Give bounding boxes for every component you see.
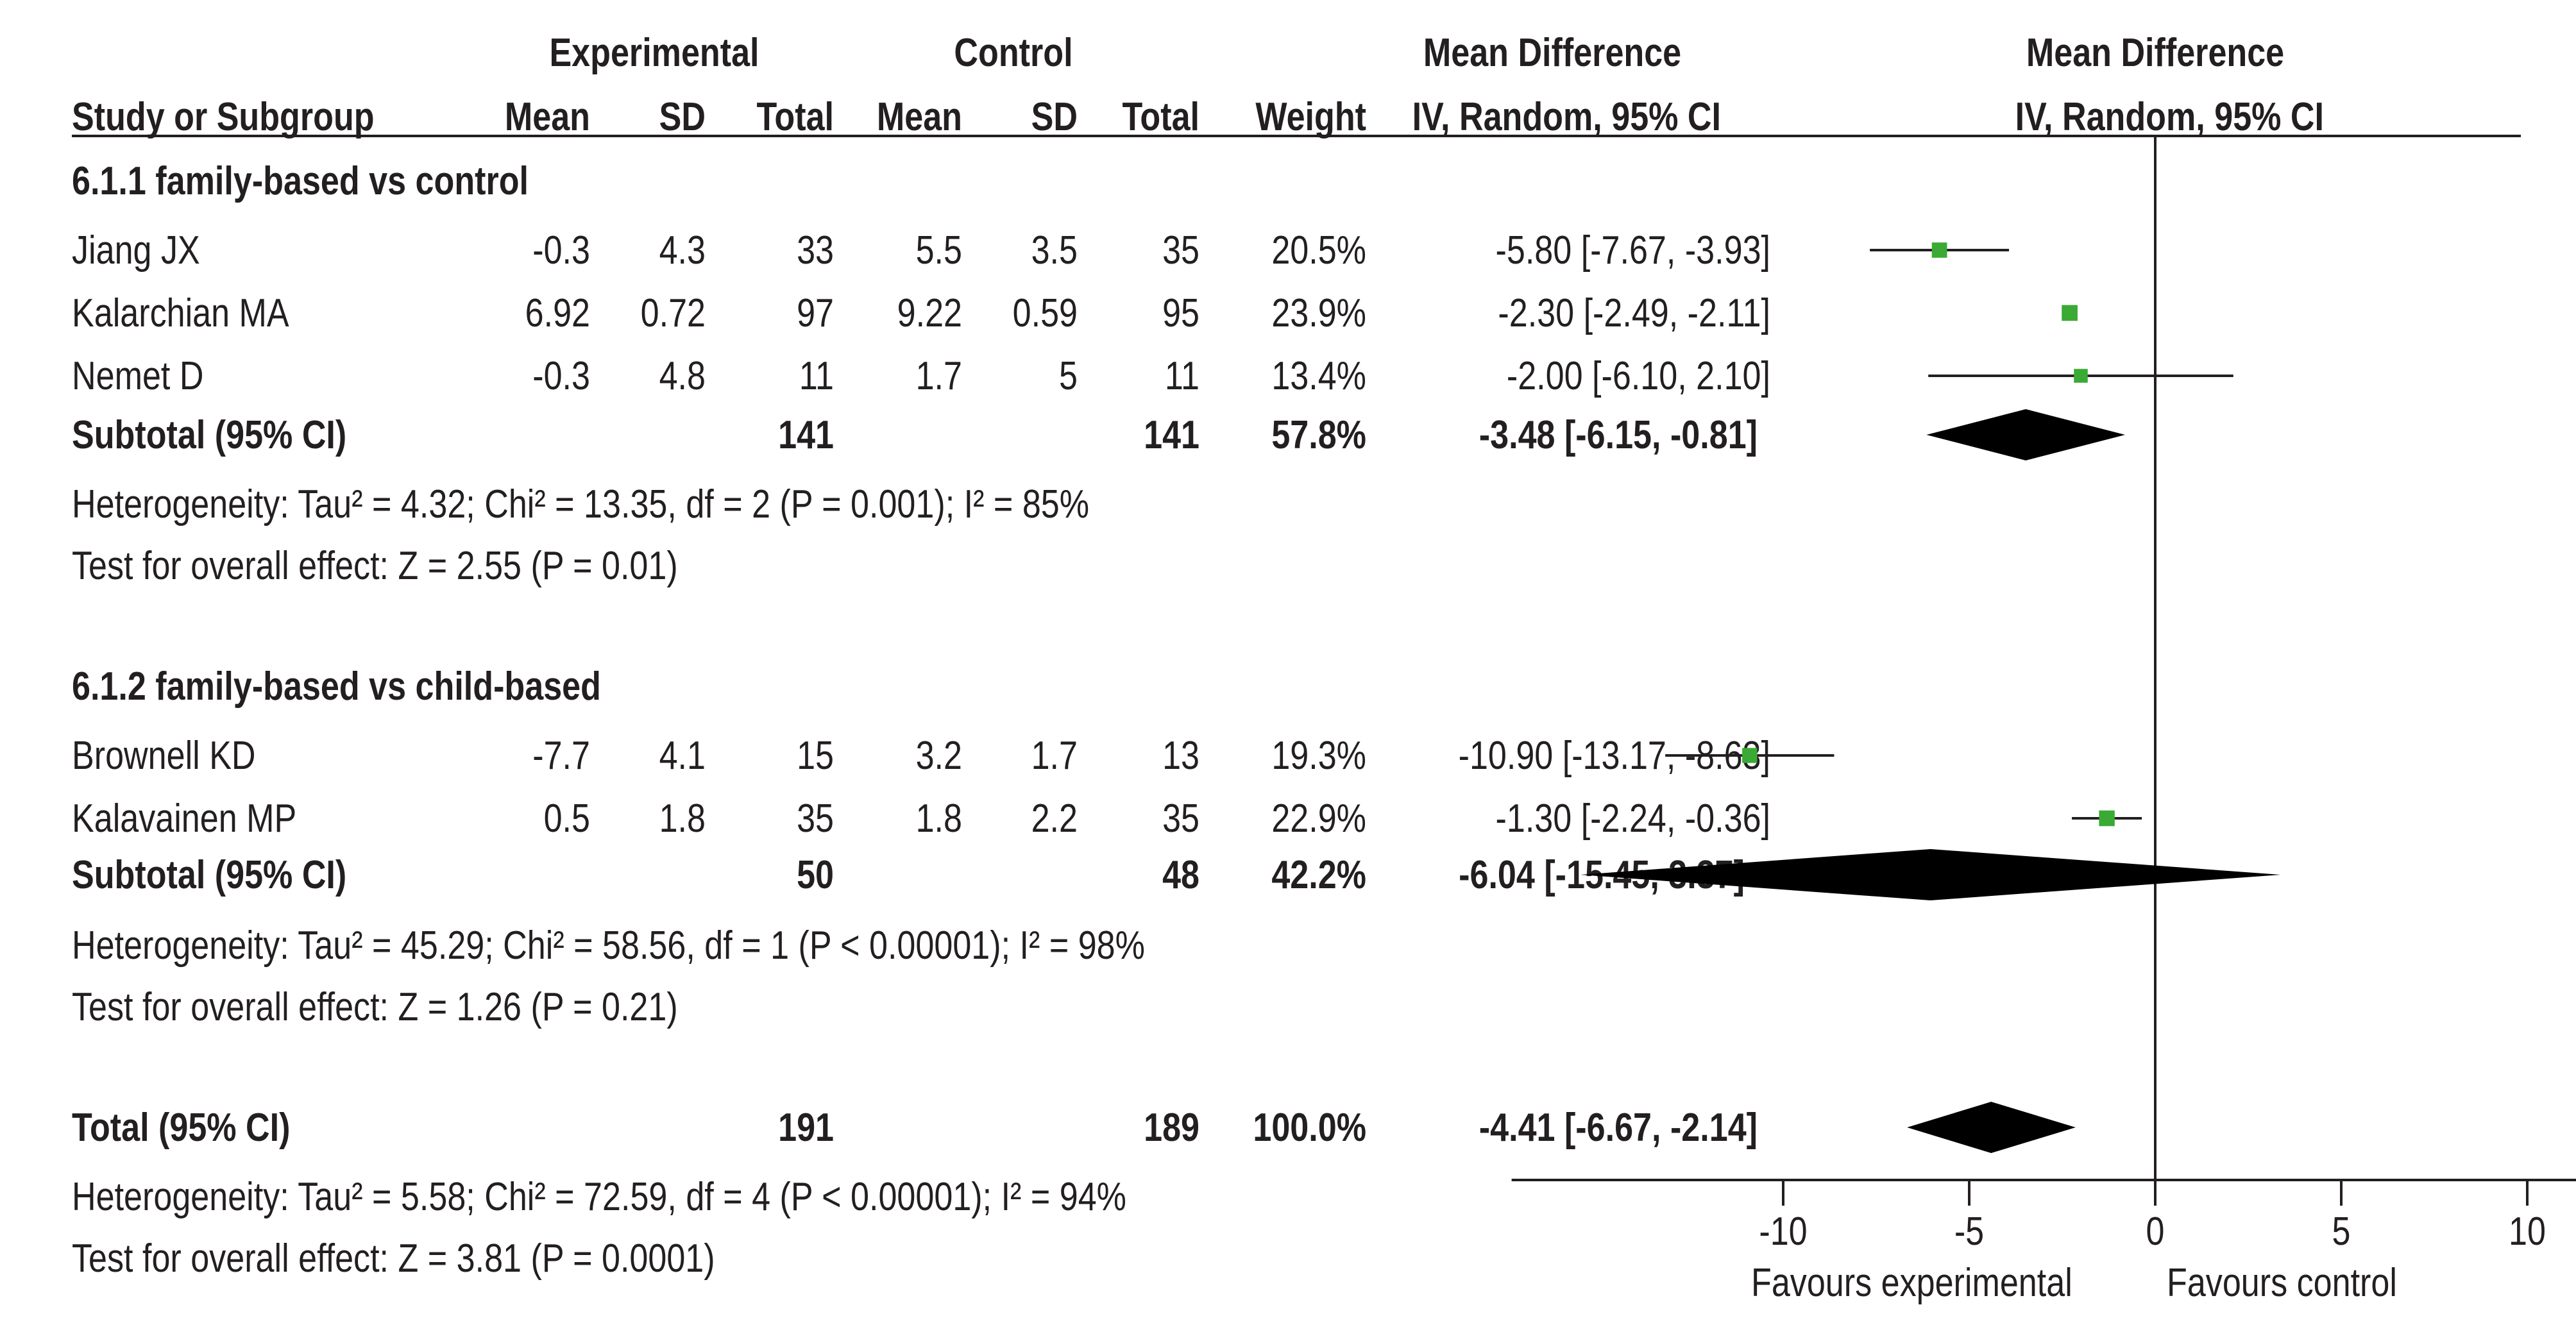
exp-sd: 4.3 <box>659 228 706 273</box>
ctl-total: 35 <box>1162 796 1199 841</box>
exp-total: 33 <box>797 228 834 273</box>
ctl-mean: 1.7 <box>915 354 962 398</box>
study-marker <box>1931 242 1947 258</box>
tick-label: -10 <box>1759 1209 1808 1254</box>
summary-diamond <box>1580 849 2281 900</box>
ci-text: -5.80 [-7.67, -3.93] <box>1495 228 1770 273</box>
ci-text: -1.30 [-2.24, -0.36] <box>1495 796 1770 841</box>
summary-diamond <box>1907 1102 2076 1153</box>
weight: 20.5% <box>1271 228 1366 273</box>
tick-label: 0 <box>2146 1209 2165 1254</box>
total-ci-text: -4.41 [-6.67, -2.14] <box>1479 1106 1758 1150</box>
subtotal-ci-text: -3.48 [-6.15, -0.81] <box>1479 413 1758 457</box>
exp-total: 97 <box>797 291 834 335</box>
study-marker <box>1742 748 1758 763</box>
exp-mean: 0.5 <box>543 796 590 841</box>
header-ctl-sd: SD <box>1031 95 1078 139</box>
total-label: Total (95% CI) <box>72 1106 291 1150</box>
weight: 22.9% <box>1271 796 1366 841</box>
ctl-sd: 1.7 <box>1031 734 1078 778</box>
overall-effect-text: Test for overall effect: Z = 1.26 (P = 0… <box>72 985 678 1029</box>
study-marker <box>2062 305 2078 321</box>
exp-total: 11 <box>799 354 834 398</box>
subgroup-title: 6.1.2 family-based vs child-based <box>72 664 601 709</box>
heterogeneity-text: Heterogeneity: Tau² = 45.29; Chi² = 58.5… <box>72 923 1145 968</box>
header-study: Study or Subgroup <box>72 95 375 139</box>
header-ctl-total: Total <box>1122 95 1199 139</box>
header-exp-mean: Mean <box>504 95 590 139</box>
exp-mean: -0.3 <box>532 228 590 273</box>
ctl-mean: 9.22 <box>897 291 962 335</box>
total-exp-total: 191 <box>778 1106 834 1150</box>
header-group-control: Control <box>954 31 1073 75</box>
header-exp-total: Total <box>756 95 834 139</box>
exp-total: 35 <box>797 796 834 841</box>
subtotal-label: Subtotal (95% CI) <box>72 853 347 897</box>
overall-effect-text: Test for overall effect: Z = 2.55 (P = 0… <box>72 544 678 588</box>
header-group-mean-difference-plot: Mean Difference <box>2026 31 2285 75</box>
header-md-method-plot: IV, Random, 95% CI <box>2015 95 2325 139</box>
favours-left-label: Favours experimental <box>1751 1261 2072 1305</box>
subtotal-weight: 42.2% <box>1271 853 1366 897</box>
ctl-sd: 3.5 <box>1031 228 1078 273</box>
total-ctl-total: 189 <box>1144 1106 1199 1150</box>
ctl-total: 35 <box>1162 228 1199 273</box>
exp-mean: 6.92 <box>525 291 590 335</box>
favours-right-label: Favours control <box>2167 1261 2397 1305</box>
subgroup-title: 6.1.1 family-based vs control <box>72 159 529 203</box>
ctl-total: 11 <box>1164 354 1199 398</box>
tick-label: 10 <box>2509 1209 2546 1254</box>
ctl-mean: 5.5 <box>915 228 962 273</box>
subtotal-ctl-total: 48 <box>1162 853 1199 897</box>
header-weight: Weight <box>1255 95 1366 139</box>
ctl-total: 13 <box>1162 734 1199 778</box>
subtotal-ctl-total: 141 <box>1144 413 1199 457</box>
tick-label: 5 <box>2332 1209 2351 1254</box>
heterogeneity-text: Heterogeneity: Tau² = 4.32; Chi² = 13.35… <box>72 482 1090 527</box>
ctl-sd: 0.59 <box>1012 291 1078 335</box>
subtotal-label: Subtotal (95% CI) <box>72 413 347 457</box>
ctl-sd: 2.2 <box>1031 796 1078 841</box>
subtotal-exp-total: 50 <box>797 853 834 897</box>
summary-diamond <box>1926 409 2126 460</box>
ctl-mean: 3.2 <box>915 734 962 778</box>
subtotal-weight: 57.8% <box>1271 413 1366 457</box>
heterogeneity-text: Heterogeneity: Tau² = 5.58; Chi² = 72.59… <box>72 1175 1126 1219</box>
exp-sd: 4.1 <box>659 734 706 778</box>
ci-text: -2.00 [-6.10, 2.10] <box>1506 354 1770 398</box>
header-md-method: IV, Random, 95% CI <box>1412 95 1722 139</box>
header-group-experimental: Experimental <box>549 31 759 75</box>
weight: 13.4% <box>1271 354 1366 398</box>
total-weight: 100.0% <box>1253 1106 1366 1150</box>
exp-mean: -7.7 <box>532 734 590 778</box>
weight: 19.3% <box>1271 734 1366 778</box>
header-exp-sd: SD <box>659 95 706 139</box>
study-name: Kalavainen MP <box>72 796 297 841</box>
ctl-mean: 1.8 <box>915 796 962 841</box>
ctl-total: 95 <box>1162 291 1199 335</box>
weight: 23.9% <box>1271 291 1366 335</box>
tick-label: -5 <box>1954 1209 1985 1254</box>
study-name: Kalarchian MA <box>72 291 289 335</box>
study-marker <box>2099 810 2115 827</box>
ci-text: -2.30 [-2.49, -2.11] <box>1498 291 1770 335</box>
overall-effect-text: Test for overall effect: Z = 3.81 (P = 0… <box>72 1236 715 1281</box>
header-ctl-mean: Mean <box>876 95 962 139</box>
study-marker <box>2074 369 2088 383</box>
ctl-sd: 5 <box>1059 354 1078 398</box>
subtotal-exp-total: 141 <box>778 413 834 457</box>
header-group-mean-difference: Mean Difference <box>1423 31 1682 75</box>
exp-sd: 0.72 <box>640 291 706 335</box>
study-name: Jiang JX <box>72 228 200 273</box>
exp-total: 15 <box>797 734 834 778</box>
exp-mean: -0.3 <box>532 354 590 398</box>
study-name: Brownell KD <box>72 734 256 778</box>
exp-sd: 4.8 <box>659 354 706 398</box>
exp-sd: 1.8 <box>659 796 706 841</box>
study-name: Nemet D <box>72 354 204 398</box>
